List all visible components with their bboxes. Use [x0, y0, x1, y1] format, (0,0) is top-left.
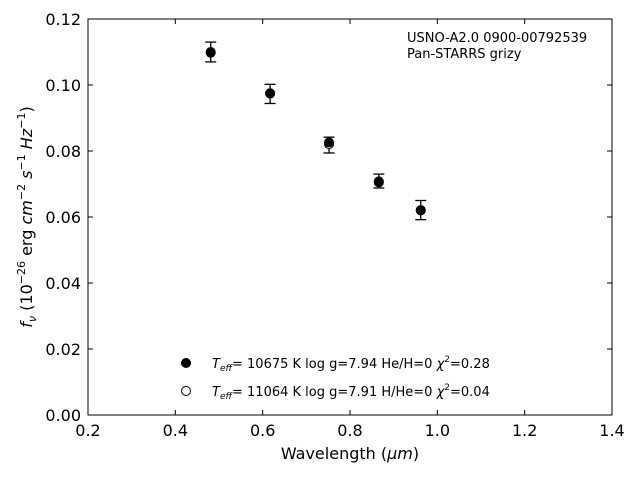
- errorbar-layer: [205, 41, 427, 221]
- point-filled: [324, 137, 335, 148]
- x-tick-label: 1.2: [512, 421, 537, 440]
- y-axis-label: fν (10−26 erg cm−2 s−1 Hz−1): [15, 106, 39, 327]
- x-axis-label: Wavelength (μm): [281, 444, 419, 463]
- x-tick-label: 1.0: [425, 421, 450, 440]
- legend: Teff= 10675 K log g=7.94 He/H=0 χ2=0.28 …: [181, 355, 490, 402]
- legend-marker-filled: [181, 358, 191, 368]
- y-tick-label: 0.02: [45, 340, 81, 359]
- legend-entry-0: Teff= 10675 K log g=7.94 He/H=0 χ2=0.28: [212, 355, 490, 374]
- x-tick-label: 0.8: [337, 421, 362, 440]
- y-tick-label: 0.08: [45, 142, 81, 161]
- point-filled: [415, 205, 426, 216]
- y-tick-label: 0.10: [45, 76, 81, 95]
- y-tick-label: 0.04: [45, 274, 81, 293]
- y-tick-label: 0.12: [45, 10, 81, 29]
- x-tick-label: 0.4: [163, 421, 188, 440]
- x-tick-label: 0.2: [75, 421, 100, 440]
- point-filled: [265, 88, 276, 99]
- ticks-layer: 0.2 0.4 0.6 0.8 1.0 1.2 1.4 0.00 0.02 0.04 0.06 0.0…: [45, 10, 624, 440]
- survey-annotation: Pan-STARRS grizy: [407, 47, 522, 62]
- y-tick-label: 0.00: [45, 406, 81, 425]
- y-tick-label: 0.06: [45, 208, 81, 227]
- points-layer: [205, 47, 426, 216]
- legend-marker-open: [181, 386, 191, 396]
- point-filled: [373, 177, 384, 188]
- plot-frame: [87, 18, 613, 416]
- legend-entry-1: Teff= 11064 K log g=7.91 H/He=0 χ2=0.04: [212, 383, 490, 402]
- x-tick-label: 0.6: [250, 421, 275, 440]
- object-name-annotation: USNO-A2.0 0900-00792539: [407, 31, 587, 46]
- x-tick-label: 1.4: [599, 421, 624, 440]
- point-filled: [205, 47, 216, 58]
